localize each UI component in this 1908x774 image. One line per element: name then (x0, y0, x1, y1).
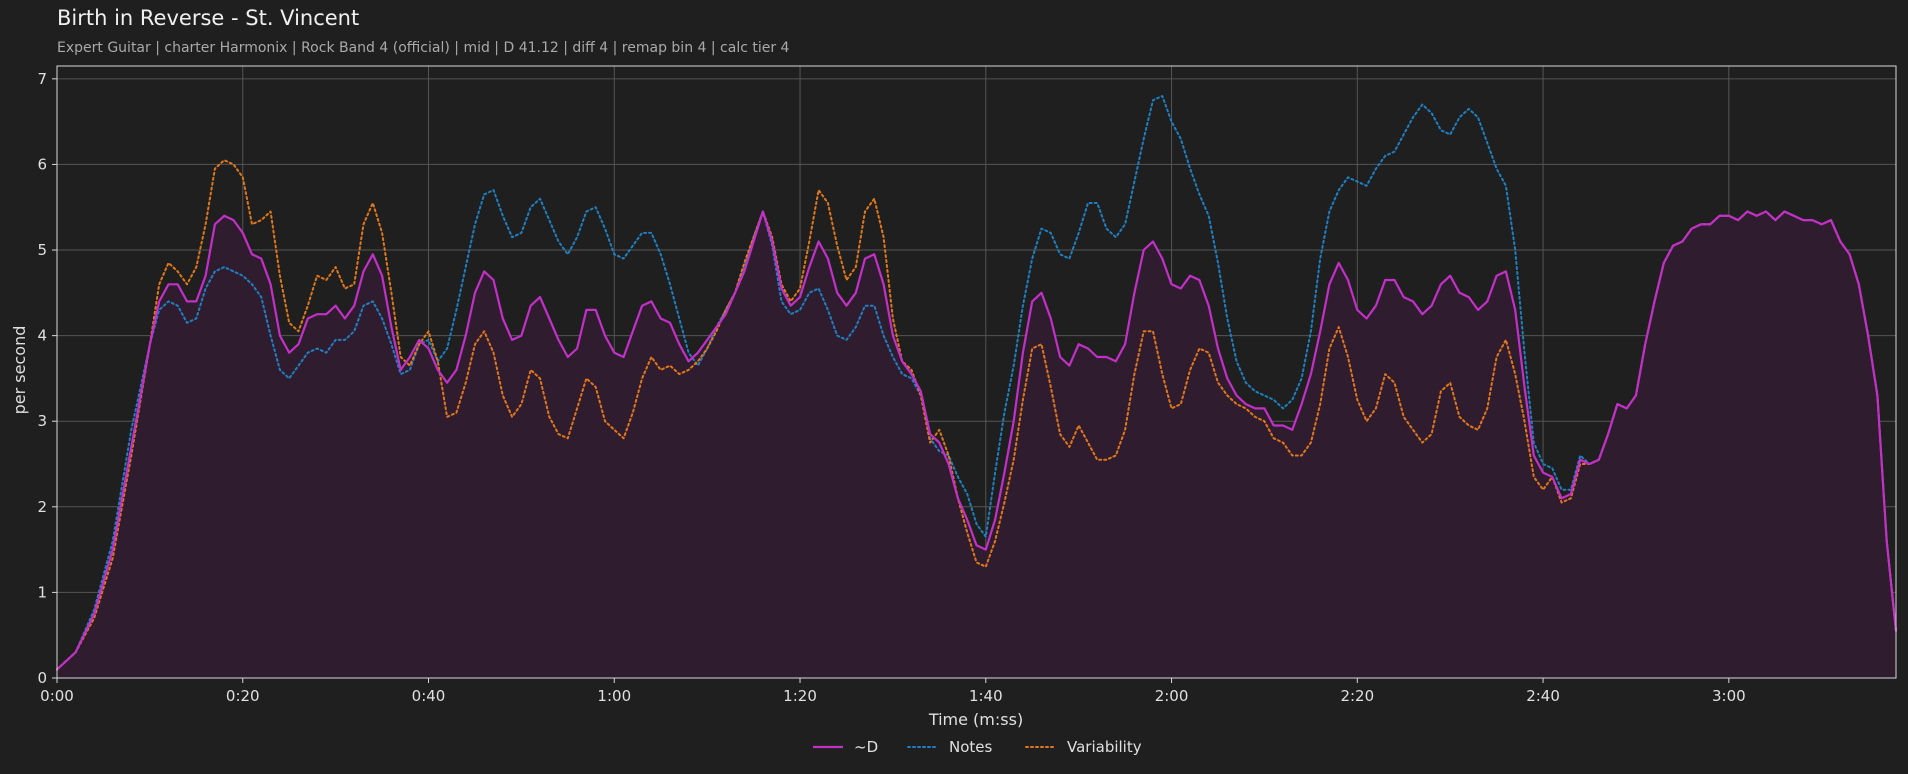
y-tick-label: 5 (37, 241, 47, 259)
y-tick-label: 4 (37, 327, 47, 345)
y-tick-label: 0 (37, 669, 47, 687)
x-tick-label: 1:00 (597, 687, 631, 705)
x-tick-label: 3:00 (1712, 687, 1746, 705)
series-line-d (56, 210, 1898, 671)
x-tick-label: 0:00 (40, 687, 74, 705)
d-area-fill (57, 211, 1896, 678)
series-layer (56, 95, 1898, 671)
x-tick-label: 1:20 (783, 687, 817, 705)
plot-frame (56, 65, 1897, 679)
x-axis-label: Time (m:ss) (928, 710, 1023, 729)
y-tick-label: 3 (37, 412, 47, 430)
legend-item-variability-label: Variability (1067, 738, 1142, 756)
y-tick-label: 2 (37, 498, 47, 516)
y-tick-label: 7 (37, 70, 47, 88)
x-tick-label: 0:40 (412, 687, 446, 705)
x-axis: 0:00 0:20 0:40 1:00 1:20 1:40 2:00 2:20 2:40 3:00 (40, 678, 1746, 705)
area-fill-layer (57, 211, 1896, 678)
y-axis: 0 1 2 3 4 5 6 7 (37, 70, 57, 687)
chart-subtitle: Expert Guitar | charter Harmonix | Rock … (57, 40, 790, 56)
y-tick-label: 6 (37, 155, 47, 173)
legend-item-notes-label: Notes (949, 738, 993, 756)
x-tick-label: 0:20 (226, 687, 260, 705)
x-tick-label: 2:00 (1155, 687, 1189, 705)
x-tick-label: 2:40 (1526, 687, 1560, 705)
chart-title: Birth in Reverse - St. Vincent (57, 6, 360, 30)
legend-item-d-label: ~D (854, 738, 878, 756)
y-axis-label: per second (10, 326, 29, 415)
x-tick-label: 1:40 (969, 687, 1003, 705)
y-tick-label: 1 (37, 583, 47, 601)
x-tick-label: 2:20 (1340, 687, 1374, 705)
legend: ~D Notes Variability (813, 738, 1142, 756)
